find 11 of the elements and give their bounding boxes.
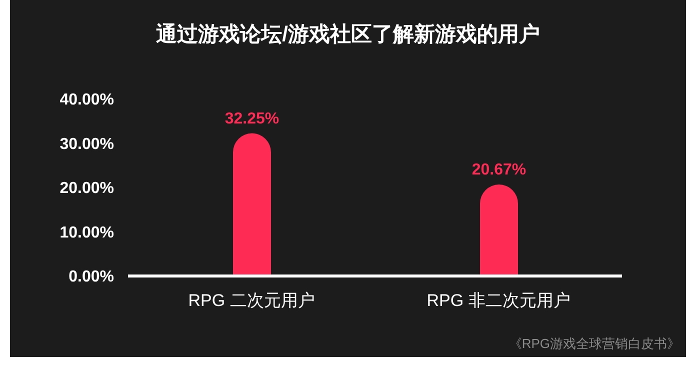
text: 《RPG游戏全球营销白皮书》 (508, 335, 680, 353)
data-label: 20.67% (472, 162, 526, 179)
x-tick-label: RPG 非二次元用户 (426, 291, 570, 310)
x-tick-label: RPG 二次元用户 (188, 291, 315, 310)
chart-title: 通过游戏论坛/游戏社区了解新游戏的用户 (155, 22, 541, 48)
y-tick-label: 30.00% (60, 136, 114, 153)
y-tick-label: 10.00% (60, 224, 114, 242)
y-tick-label: 40.00% (60, 92, 114, 109)
y-tick-label: 20.00% (60, 180, 114, 198)
data-label: 32.25% (224, 110, 280, 128)
y-tick-label: 0.00% (68, 268, 114, 286)
